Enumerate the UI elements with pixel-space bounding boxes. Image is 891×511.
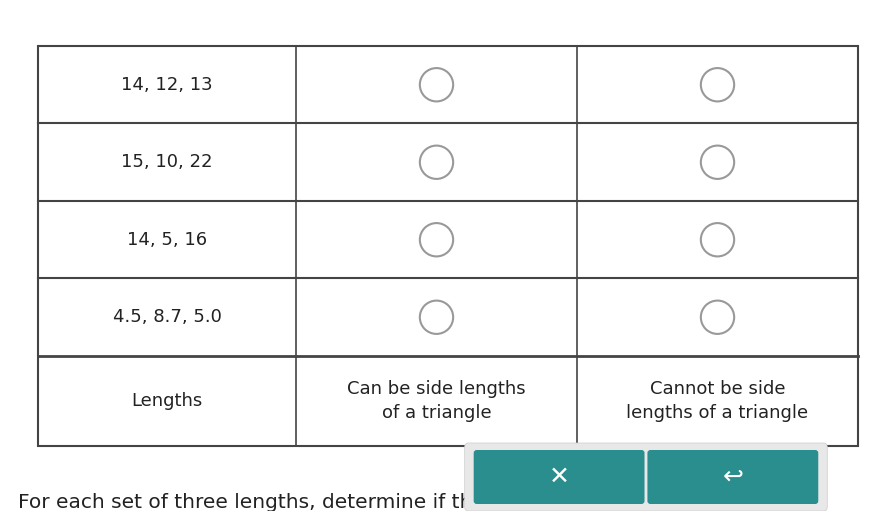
Text: Cannot be side
lengths of a triangle: Cannot be side lengths of a triangle (626, 380, 808, 422)
FancyBboxPatch shape (465, 443, 827, 511)
Text: 14, 5, 16: 14, 5, 16 (127, 231, 207, 249)
Text: 15, 10, 22: 15, 10, 22 (121, 153, 213, 171)
Bar (38, 46, 858, 446)
Text: ✕: ✕ (549, 465, 569, 489)
Text: 14, 12, 13: 14, 12, 13 (121, 76, 213, 94)
Text: For each set of three lengths, determine if they can be the side lengths of a: For each set of three lengths, determine… (18, 493, 784, 511)
FancyBboxPatch shape (648, 450, 818, 504)
FancyBboxPatch shape (474, 450, 644, 504)
Text: Lengths: Lengths (131, 392, 202, 410)
Text: 4.5, 8.7, 5.0: 4.5, 8.7, 5.0 (112, 308, 222, 326)
Text: ↩: ↩ (723, 465, 743, 489)
Text: Can be side lengths
of a triangle: Can be side lengths of a triangle (347, 380, 526, 422)
